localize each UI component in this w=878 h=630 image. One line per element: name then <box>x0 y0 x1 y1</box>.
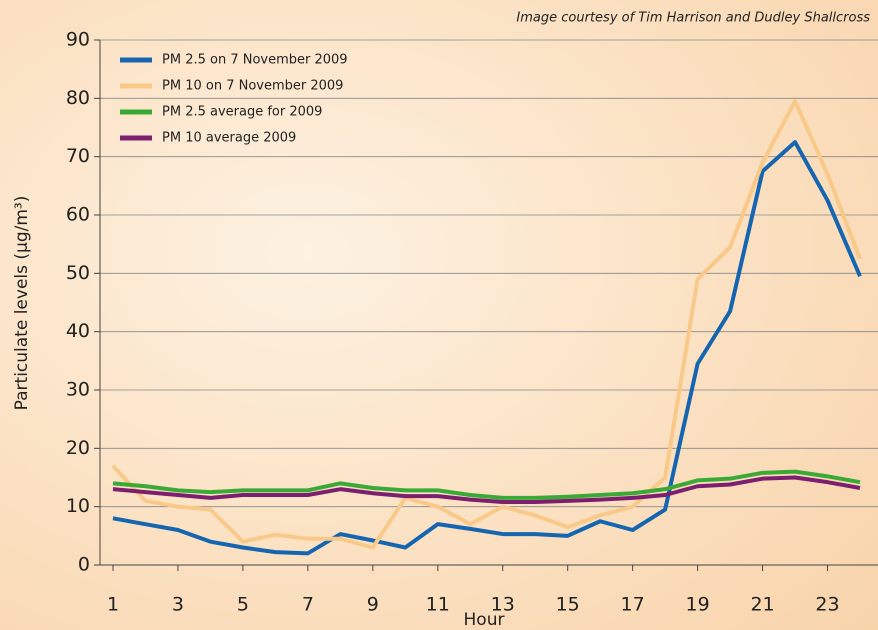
y-tick-label: 40 <box>66 320 90 342</box>
x-tick-label: 7 <box>302 594 314 616</box>
x-tick-label: 17 <box>621 594 645 616</box>
chart: Image courtesy of Tim Harrison and Dudle… <box>0 0 878 630</box>
y-tick-label: 50 <box>66 262 90 284</box>
y-tick-label: 80 <box>66 87 90 109</box>
x-tick-label: 23 <box>815 594 839 616</box>
background <box>0 0 878 630</box>
x-tick-label: 5 <box>237 594 249 616</box>
y-tick-label: 30 <box>66 379 90 401</box>
legend-label: PM 10 average 2009 <box>162 131 296 146</box>
legend-label: PM 2.5 average for 2009 <box>162 105 322 120</box>
legend-label: PM 2.5 on 7 November 2009 <box>162 53 348 68</box>
x-tick-label: 21 <box>750 594 774 616</box>
legend-label: PM 10 on 7 November 2009 <box>162 79 343 94</box>
y-axis-label: Particulate levels (µg/m³) <box>12 196 32 411</box>
x-tick-label: 3 <box>172 594 184 616</box>
x-tick-label: 15 <box>556 594 580 616</box>
x-tick-label: 9 <box>367 594 379 616</box>
y-tick-label: 20 <box>66 437 90 459</box>
x-tick-label: 13 <box>491 594 515 616</box>
y-tick-label: 10 <box>66 495 90 517</box>
y-tick-label: 90 <box>66 29 90 51</box>
x-tick-label: 19 <box>686 594 710 616</box>
x-tick-label: 11 <box>426 594 450 616</box>
x-tick-label: 1 <box>107 594 119 616</box>
credit: Image courtesy of Tim Harrison and Dudle… <box>516 11 870 26</box>
y-tick-label: 70 <box>66 145 90 167</box>
y-tick-label: 0 <box>78 554 90 576</box>
y-tick-label: 60 <box>66 204 90 226</box>
